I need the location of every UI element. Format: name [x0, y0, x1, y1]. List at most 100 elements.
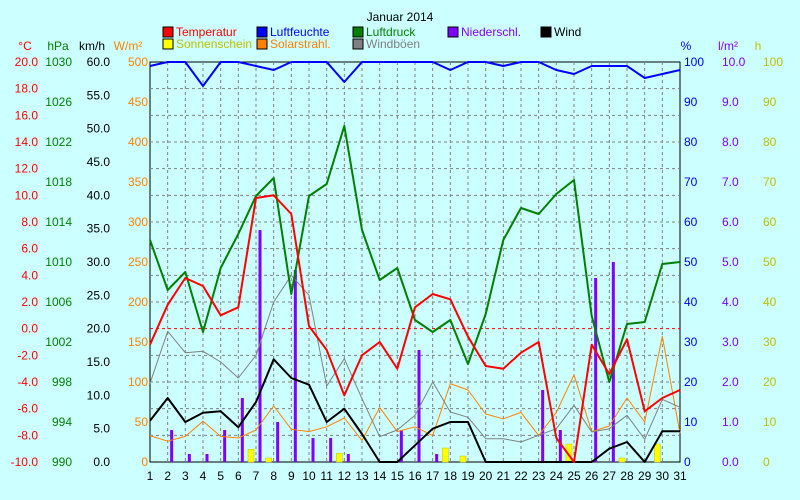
x-tick-label: 6	[235, 469, 242, 483]
x-tick-label: 12	[338, 469, 352, 483]
rain-tick-label: 6.0	[722, 215, 739, 229]
temp-tick-label: -6.0	[17, 402, 38, 416]
solar-tick-label: 300	[128, 215, 148, 229]
bar-niederschl	[329, 438, 333, 462]
hum-tick-label: 30	[684, 335, 698, 349]
wind-tick-label: 35.0	[87, 222, 111, 236]
sun-tick-label: 10	[763, 415, 777, 429]
x-tick-label: 11	[320, 469, 333, 483]
x-tick-label: 7	[253, 469, 260, 483]
line-series	[149, 61, 681, 463]
x-tick-label: 23	[532, 469, 546, 483]
temp-tick-label: 10.0	[15, 188, 39, 202]
axis-unit-labels: °C hPa km/h W/m²% l/m² h	[18, 39, 761, 53]
temp-tick-label: 12.0	[15, 162, 39, 176]
bar-niederschl	[541, 390, 545, 462]
hum-tick-label: 60	[684, 215, 698, 229]
wind-tick-label: 25.0	[87, 288, 111, 302]
sun-unit-label: h	[755, 39, 762, 53]
sun-tick-label: 50	[763, 255, 777, 269]
bar-sonnenschein	[247, 448, 255, 463]
x-tick-label: 18	[444, 469, 458, 483]
wind-tick-label: 5.0	[93, 422, 110, 436]
x-tick-label: 27	[603, 469, 617, 483]
temp-tick-label: 6.0	[21, 242, 38, 256]
line-luftfeuchte	[149, 61, 681, 87]
sun-tick-label: 80	[763, 135, 777, 149]
solar-tick-label: 0	[141, 455, 148, 469]
x-tick-label: 15	[391, 469, 405, 483]
wind-tick-label: 60.0	[87, 55, 111, 69]
x-tick-label: 21	[497, 469, 511, 483]
x-tick-label: 3	[182, 469, 189, 483]
temp-tick-label: -10.0	[11, 455, 39, 469]
bar-niederschl	[346, 454, 350, 462]
rain-tick-label: 3.0	[722, 335, 739, 349]
bar-niederschl	[399, 430, 403, 462]
press-tick-label: 1026	[45, 95, 72, 109]
line-wind	[149, 358, 680, 463]
sun-tick-label: 90	[763, 95, 777, 109]
bar-niederschl	[417, 350, 421, 462]
temp-tick-label: -4.0	[17, 375, 38, 389]
bar-niederschl	[276, 422, 280, 462]
rain-tick-label: 4.0	[722, 295, 739, 309]
x-tick-label: 5	[217, 469, 224, 483]
grid	[150, 62, 680, 462]
solar-tick-label: 50	[135, 415, 149, 429]
sun-tick-label: 0	[763, 455, 770, 469]
press-tick-label: 1022	[45, 135, 72, 149]
legend-swatch	[162, 38, 174, 50]
legend-swatch	[256, 38, 268, 50]
temp-tick-label: 4.0	[21, 268, 38, 282]
solar-tick-label: 450	[128, 95, 148, 109]
x-tick-label: 14	[373, 469, 387, 483]
wind-unit-label: km/h	[79, 39, 105, 53]
bar-sonnenschein	[442, 447, 449, 463]
bar-sonnenschein	[654, 443, 661, 463]
legend-swatch	[540, 26, 552, 38]
legend-label: Windböen	[366, 37, 420, 51]
wind-tick-label: 50.0	[87, 122, 111, 136]
press-tick-label: 994	[52, 415, 72, 429]
hum-tick-label: 90	[684, 95, 698, 109]
temp-tick-label: -8.0	[17, 428, 38, 442]
wind-tick-label: 20.0	[87, 322, 111, 336]
hum-unit-label: %	[681, 39, 692, 53]
x-tick-label: 25	[567, 469, 581, 483]
bar-niederschl	[258, 230, 262, 462]
hum-tick-label: 70	[684, 175, 698, 189]
hum-tick-label: 10	[684, 415, 698, 429]
x-tick-label: 8	[270, 469, 277, 483]
hum-tick-label: 20	[684, 375, 698, 389]
bar-niederschl	[435, 454, 439, 462]
press-tick-label: 1006	[45, 295, 72, 309]
solar-tick-label: 250	[128, 255, 148, 269]
solar-unit-label: W/m²	[114, 39, 143, 53]
temp-tick-label: 20.0	[15, 55, 39, 69]
bar-niederschl	[223, 430, 227, 462]
solar-tick-label: 150	[128, 335, 148, 349]
hum-tick-label: 100	[684, 55, 704, 69]
sun-tick-label: 60	[763, 215, 777, 229]
rain-tick-label: 0.0	[722, 455, 739, 469]
temp-tick-label: 2.0	[21, 295, 38, 309]
rain-tick-label: 1.0	[722, 415, 739, 429]
x-tick-label: 26	[585, 469, 599, 483]
solar-tick-label: 100	[128, 375, 148, 389]
line-temperatur	[149, 194, 681, 463]
temp-tick-label: 8.0	[21, 215, 38, 229]
legend-swatch	[447, 26, 459, 38]
sun-tick-label: 100	[763, 55, 783, 69]
wind-tick-label: 15.0	[87, 355, 111, 369]
bar-sonnenschein	[336, 452, 343, 463]
press-tick-label: 1030	[45, 55, 72, 69]
press-tick-label: 1018	[45, 175, 72, 189]
hum-tick-label: 80	[684, 135, 698, 149]
x-tick-label: 19	[461, 469, 475, 483]
bar-niederschl	[311, 438, 315, 462]
x-tick-label: 10	[302, 469, 316, 483]
bar-niederschl	[558, 430, 562, 462]
bar-niederschl	[293, 270, 297, 462]
